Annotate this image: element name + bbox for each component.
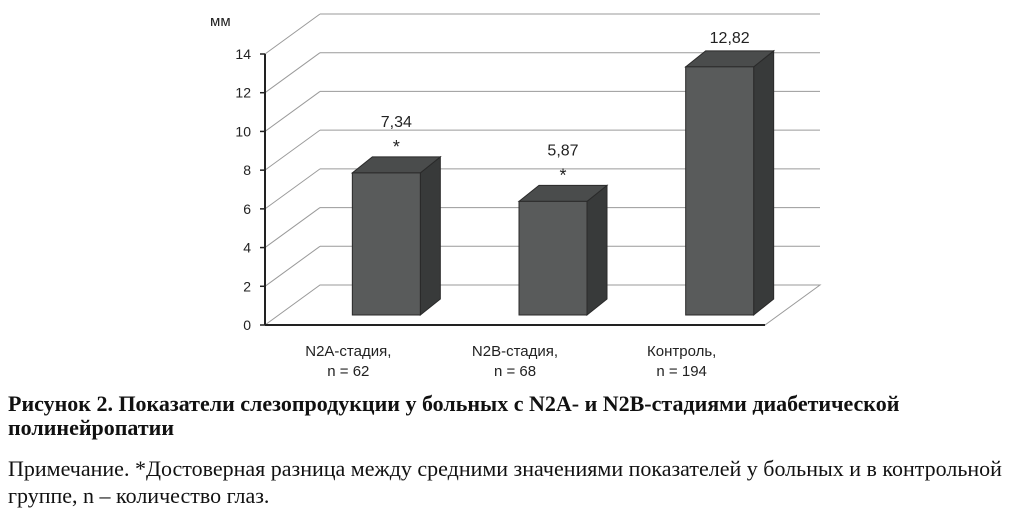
bar — [517, 184, 609, 317]
x-tick-label: n = 62 — [327, 363, 369, 380]
chart-bars — [350, 49, 776, 317]
bar-side — [753, 49, 775, 317]
y-tick-label: 8 — [243, 162, 251, 178]
gridline-side — [264, 91, 321, 132]
y-tick-label: 0 — [243, 317, 251, 333]
x-axis-labels: N2A-стадия, n = 62 N2B-стадия, n = 68 Контро… — [305, 343, 716, 380]
x-tick-label: n = 68 — [494, 363, 536, 380]
bar-front — [351, 172, 421, 316]
value-label: 12,82 — [710, 30, 750, 47]
x-tick-label: Контроль, — [647, 343, 716, 360]
significance-marker: * — [559, 165, 566, 185]
bar — [684, 49, 776, 317]
y-tick-label: 4 — [243, 240, 251, 256]
y-axis-ticks: 0 2 4 6 8 10 12 14 — [235, 46, 251, 333]
value-label: 5,87 — [547, 142, 578, 159]
bar-front — [685, 66, 755, 316]
bar-chart: 0 2 4 6 8 10 12 14 мм * 7,34 * 5,87 12,82 N2A-стади… — [210, 13, 822, 380]
x-tick-label: n = 194 — [656, 363, 706, 380]
gridline-side — [264, 13, 321, 55]
gridline-side — [264, 245, 321, 287]
y-tick-label: 12 — [235, 85, 251, 101]
y-axis-unit-label: мм — [210, 13, 231, 30]
bar — [350, 155, 442, 317]
gridline-side — [264, 207, 321, 248]
gridline-side — [264, 52, 321, 94]
value-label: 7,34 — [381, 114, 412, 131]
gridline-side — [264, 129, 321, 171]
y-tick-label: 10 — [235, 123, 251, 139]
chart-axes — [260, 53, 765, 326]
significance-marker: * — [393, 137, 400, 157]
bar-front — [518, 200, 588, 316]
y-tick-label: 14 — [235, 46, 251, 62]
y-tick-label: 6 — [243, 201, 251, 217]
gridline-side — [264, 168, 321, 210]
x-tick-label: N2B-стадия, — [472, 343, 558, 360]
figure-caption-title: Рисунок 2. Показатели слезопродукции у б… — [8, 391, 900, 440]
bar-side — [419, 155, 441, 317]
figure-caption-note: Примечание. *Достоверная разница между с… — [8, 456, 1002, 508]
x-tick-label: N2A-стадия, — [305, 343, 391, 360]
bar-side — [586, 184, 608, 317]
y-tick-label: 2 — [243, 278, 251, 294]
value-labels: * 7,34 * 5,87 12,82 — [381, 30, 750, 186]
